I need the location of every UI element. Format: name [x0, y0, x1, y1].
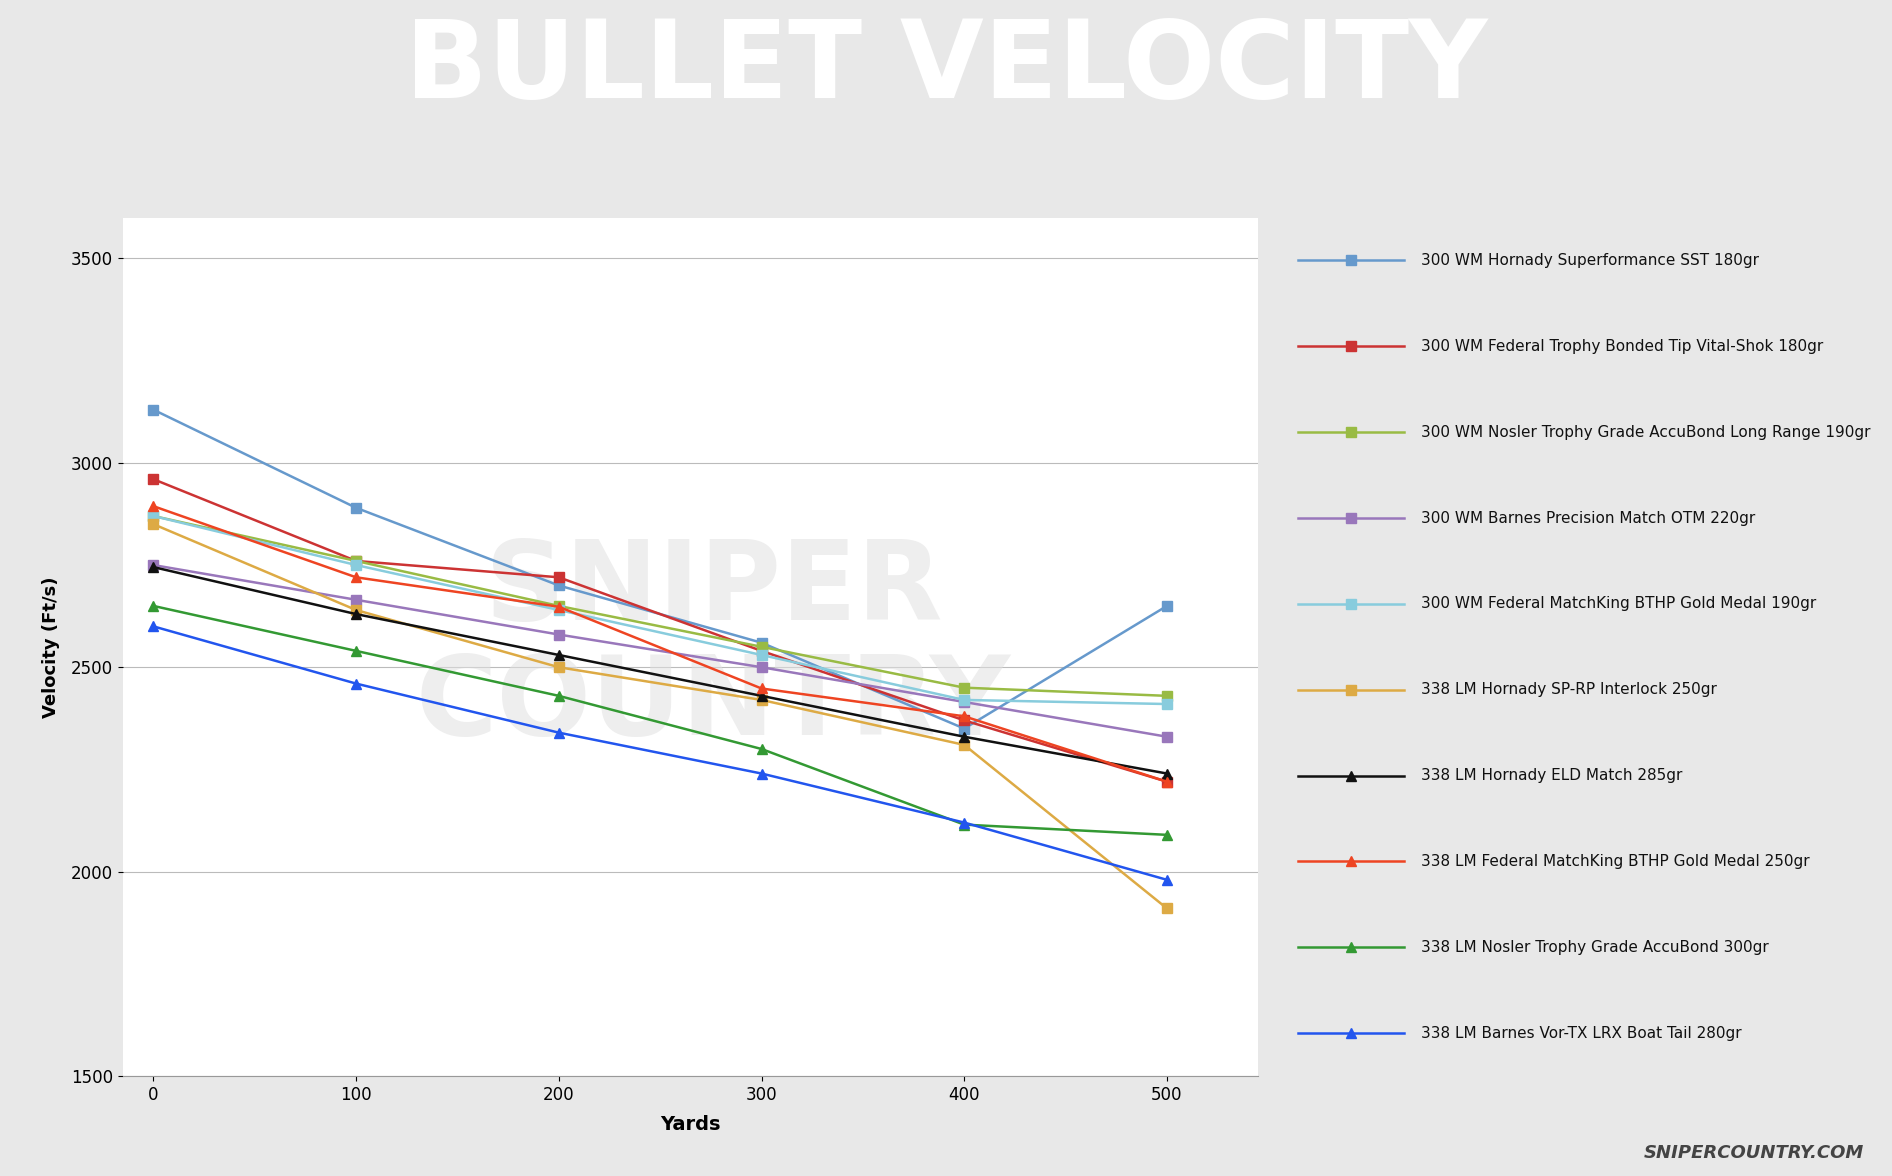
300 WM Nosler Trophy Grade AccuBond Long Range 190gr [142, 509, 165, 523]
Text: 338 LM Federal MatchKing BTHP Gold Medal 250gr: 338 LM Federal MatchKing BTHP Gold Medal… [1421, 854, 1811, 869]
338 LM Hornady ELD Match 285gr [547, 648, 569, 662]
300 WM Barnes Precision Match OTM 220gr [954, 695, 976, 709]
300 WM Nosler Trophy Grade AccuBond Long Range 190gr [344, 554, 367, 568]
338 LM Nosler Trophy Grade AccuBond 300gr [954, 817, 976, 831]
338 LM Hornady SP-RP Interlock 250gr [547, 660, 569, 674]
338 LM Federal MatchKing BTHP Gold Medal 250gr [547, 600, 569, 614]
300 WM Barnes Precision Match OTM 220gr [547, 628, 569, 642]
Text: 338 LM Barnes Vor-TX LRX Boat Tail 280gr: 338 LM Barnes Vor-TX LRX Boat Tail 280gr [1421, 1025, 1743, 1041]
338 LM Barnes Vor-TX LRX Boat Tail 280gr [749, 767, 772, 781]
338 LM Barnes Vor-TX LRX Boat Tail 280gr [344, 676, 367, 690]
338 LM Nosler Trophy Grade AccuBond 300gr [1156, 828, 1179, 842]
Line: 300 WM Barnes Precision Match OTM 220gr: 300 WM Barnes Precision Match OTM 220gr [149, 560, 1171, 742]
300 WM Barnes Precision Match OTM 220gr [142, 557, 165, 572]
Text: SNIPER
COUNTRY: SNIPER COUNTRY [416, 535, 1010, 759]
338 LM Hornady SP-RP Interlock 250gr [749, 693, 772, 707]
338 LM Hornady ELD Match 285gr [954, 729, 976, 743]
300 WM Hornady Superformance SST 180gr [954, 722, 976, 736]
338 LM Nosler Trophy Grade AccuBond 300gr [344, 643, 367, 657]
300 WM Barnes Precision Match OTM 220gr [344, 593, 367, 607]
Line: 338 LM Barnes Vor-TX LRX Boat Tail 280gr: 338 LM Barnes Vor-TX LRX Boat Tail 280gr [149, 621, 1171, 884]
300 WM Hornady Superformance SST 180gr [1156, 599, 1179, 613]
338 LM Hornady ELD Match 285gr [1156, 767, 1179, 781]
Line: 300 WM Federal Trophy Bonded Tip Vital-Shok 180gr: 300 WM Federal Trophy Bonded Tip Vital-S… [149, 474, 1171, 787]
Text: 300 WM Hornady Superformance SST 180gr: 300 WM Hornady Superformance SST 180gr [1421, 253, 1760, 268]
300 WM Nosler Trophy Grade AccuBond Long Range 190gr [749, 640, 772, 654]
300 WM Federal MatchKing BTHP Gold Medal 190gr [1156, 697, 1179, 711]
Line: 300 WM Nosler Trophy Grade AccuBond Long Range 190gr: 300 WM Nosler Trophy Grade AccuBond Long… [149, 512, 1171, 701]
Text: 338 LM Hornady SP-RP Interlock 250gr: 338 LM Hornady SP-RP Interlock 250gr [1421, 682, 1718, 697]
300 WM Federal Trophy Bonded Tip Vital-Shok 180gr [954, 714, 976, 728]
Line: 300 WM Federal MatchKing BTHP Gold Medal 190gr: 300 WM Federal MatchKing BTHP Gold Medal… [149, 512, 1171, 709]
Text: SNIPERCOUNTRY.COM: SNIPERCOUNTRY.COM [1644, 1144, 1864, 1162]
338 LM Federal MatchKing BTHP Gold Medal 250gr [142, 499, 165, 513]
338 LM Barnes Vor-TX LRX Boat Tail 280gr [1156, 873, 1179, 887]
Line: 338 LM Nosler Trophy Grade AccuBond 300gr: 338 LM Nosler Trophy Grade AccuBond 300g… [149, 601, 1171, 840]
300 WM Federal Trophy Bonded Tip Vital-Shok 180gr [142, 472, 165, 486]
300 WM Federal Trophy Bonded Tip Vital-Shok 180gr [547, 570, 569, 584]
338 LM Hornady SP-RP Interlock 250gr [1156, 901, 1179, 915]
338 LM Hornady ELD Match 285gr [344, 607, 367, 621]
300 WM Federal MatchKing BTHP Gold Medal 190gr [547, 603, 569, 617]
338 LM Hornady SP-RP Interlock 250gr [954, 737, 976, 751]
338 LM Nosler Trophy Grade AccuBond 300gr [142, 599, 165, 613]
300 WM Federal MatchKing BTHP Gold Medal 190gr [954, 693, 976, 707]
300 WM Federal MatchKing BTHP Gold Medal 190gr [142, 509, 165, 523]
300 WM Nosler Trophy Grade AccuBond Long Range 190gr [954, 681, 976, 695]
338 LM Federal MatchKing BTHP Gold Medal 250gr [1156, 775, 1179, 789]
338 LM Hornady ELD Match 285gr [142, 560, 165, 574]
300 WM Hornady Superformance SST 180gr [547, 579, 569, 593]
Line: 338 LM Hornady ELD Match 285gr: 338 LM Hornady ELD Match 285gr [149, 562, 1171, 779]
338 LM Barnes Vor-TX LRX Boat Tail 280gr [954, 815, 976, 829]
300 WM Federal Trophy Bonded Tip Vital-Shok 180gr [344, 554, 367, 568]
338 LM Hornady SP-RP Interlock 250gr [344, 603, 367, 617]
300 WM Barnes Precision Match OTM 220gr [749, 660, 772, 674]
Text: BULLET VELOCITY: BULLET VELOCITY [405, 14, 1487, 121]
338 LM Barnes Vor-TX LRX Boat Tail 280gr [142, 620, 165, 634]
300 WM Hornady Superformance SST 180gr [142, 402, 165, 416]
X-axis label: Yards: Yards [660, 1115, 721, 1134]
300 WM Nosler Trophy Grade AccuBond Long Range 190gr [1156, 689, 1179, 703]
338 LM Hornady SP-RP Interlock 250gr [142, 517, 165, 532]
Text: 338 LM Nosler Trophy Grade AccuBond 300gr: 338 LM Nosler Trophy Grade AccuBond 300g… [1421, 940, 1769, 955]
Line: 338 LM Federal MatchKing BTHP Gold Medal 250gr: 338 LM Federal MatchKing BTHP Gold Medal… [149, 501, 1171, 787]
300 WM Federal Trophy Bonded Tip Vital-Shok 180gr [749, 643, 772, 657]
Text: 300 WM Nosler Trophy Grade AccuBond Long Range 190gr: 300 WM Nosler Trophy Grade AccuBond Long… [1421, 425, 1871, 440]
338 LM Federal MatchKing BTHP Gold Medal 250gr [954, 709, 976, 723]
338 LM Barnes Vor-TX LRX Boat Tail 280gr [547, 726, 569, 740]
338 LM Hornady ELD Match 285gr [749, 689, 772, 703]
Line: 300 WM Hornady Superformance SST 180gr: 300 WM Hornady Superformance SST 180gr [149, 405, 1171, 734]
Y-axis label: Velocity (Ft/s): Velocity (Ft/s) [42, 576, 61, 717]
300 WM Hornady Superformance SST 180gr [344, 501, 367, 515]
300 WM Federal MatchKing BTHP Gold Medal 190gr [749, 648, 772, 662]
338 LM Federal MatchKing BTHP Gold Medal 250gr [749, 681, 772, 695]
Text: 300 WM Federal Trophy Bonded Tip Vital-Shok 180gr: 300 WM Federal Trophy Bonded Tip Vital-S… [1421, 339, 1824, 354]
Text: 300 WM Barnes Precision Match OTM 220gr: 300 WM Barnes Precision Match OTM 220gr [1421, 510, 1756, 526]
300 WM Federal Trophy Bonded Tip Vital-Shok 180gr [1156, 775, 1179, 789]
338 LM Federal MatchKing BTHP Gold Medal 250gr [344, 570, 367, 584]
300 WM Nosler Trophy Grade AccuBond Long Range 190gr [547, 599, 569, 613]
Text: 338 LM Hornady ELD Match 285gr: 338 LM Hornady ELD Match 285gr [1421, 768, 1682, 783]
338 LM Nosler Trophy Grade AccuBond 300gr [547, 689, 569, 703]
338 LM Nosler Trophy Grade AccuBond 300gr [749, 742, 772, 756]
300 WM Hornady Superformance SST 180gr [749, 636, 772, 650]
300 WM Federal MatchKing BTHP Gold Medal 190gr [344, 557, 367, 572]
Text: 300 WM Federal MatchKing BTHP Gold Medal 190gr: 300 WM Federal MatchKing BTHP Gold Medal… [1421, 596, 1816, 612]
Line: 338 LM Hornady SP-RP Interlock 250gr: 338 LM Hornady SP-RP Interlock 250gr [149, 520, 1171, 914]
300 WM Barnes Precision Match OTM 220gr [1156, 729, 1179, 743]
